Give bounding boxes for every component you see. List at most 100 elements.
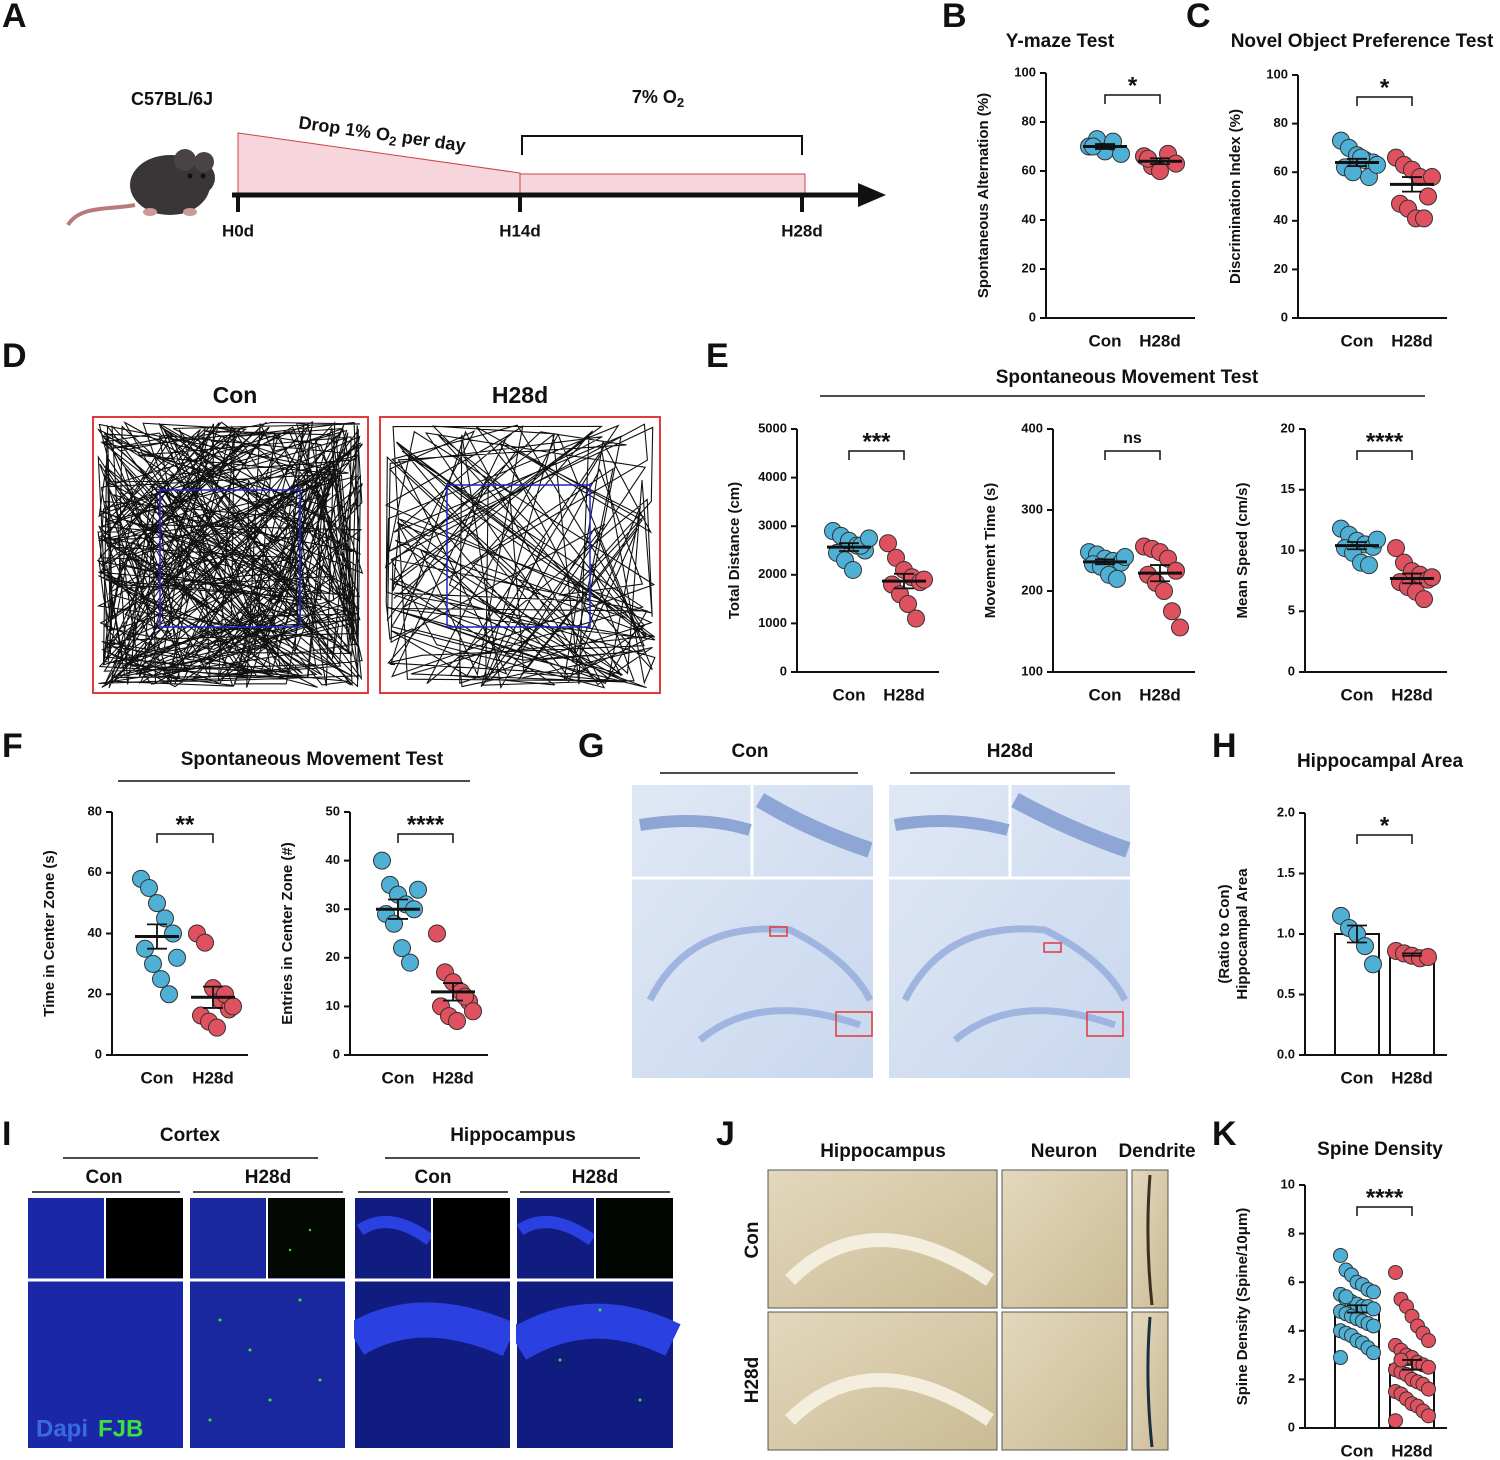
- y-axis-label: Total Distance (cm): [726, 482, 743, 619]
- x-tick-label: H28d: [192, 1068, 234, 1087]
- data-point: [1421, 1333, 1436, 1349]
- mouse-icon: [66, 149, 215, 227]
- strain-label: C57BL/6J: [131, 89, 213, 109]
- significance-label: ****: [1366, 428, 1404, 455]
- legend-dapi: Dapi: [36, 1415, 88, 1442]
- x-tick-label: H28d: [1391, 685, 1433, 704]
- histology: Con H28d: [632, 741, 1131, 1078]
- y-axis-label: Mean Speed (cm/s): [1234, 483, 1251, 619]
- data-point: [1108, 569, 1126, 588]
- y-axis-label: Entries in Center Zone (#): [279, 842, 296, 1025]
- data-point: [1366, 1345, 1381, 1361]
- y-tick-label: 40: [1274, 212, 1288, 227]
- nissl-image: [632, 785, 1131, 1078]
- y-tick-label: 100: [1266, 66, 1288, 81]
- y-tick-label: 80: [88, 803, 102, 818]
- chart: Movement Time (s) 100 200 300 400 Con H28d ns: [982, 420, 1195, 704]
- y-tick-label: 1.0: [1277, 925, 1295, 940]
- y-tick-label: 40: [1022, 211, 1036, 226]
- data-point: [1387, 539, 1405, 558]
- axes: [1052, 429, 1195, 673]
- significance-bracket: [848, 450, 905, 460]
- y-axis-label: Discrimination Index (%): [1227, 109, 1244, 284]
- column-label: Hippocampus: [820, 1141, 946, 1162]
- y-axis-label: Spine Density (Spine/10μm): [1234, 1208, 1251, 1406]
- legend-fjb: FJB: [98, 1415, 143, 1442]
- data-point: [1421, 1359, 1436, 1375]
- chart: Spine Density Spine Density (Spine/10μm) 0…: [1234, 1139, 1447, 1460]
- error-bar: [839, 542, 859, 552]
- error-bar: [1347, 541, 1367, 551]
- group-label: Con: [86, 1167, 123, 1188]
- center-zone: [159, 489, 301, 628]
- arena-frame: [379, 416, 661, 694]
- y-tick-label: 0: [1029, 309, 1036, 324]
- error-bar: [894, 572, 914, 590]
- error-bar: [147, 923, 167, 950]
- significance-label: *: [1380, 812, 1390, 839]
- error-bar: [1402, 1359, 1422, 1371]
- axes: [111, 812, 248, 1056]
- track-panels: Con H28d: [92, 382, 661, 694]
- panel-letter: H: [1212, 727, 1237, 765]
- x-tick-label: Con: [1088, 685, 1121, 704]
- subscript: 2: [388, 134, 397, 150]
- error-bar: [203, 985, 223, 1009]
- error-bar: [1095, 558, 1115, 566]
- y-tick-label: 20: [1022, 260, 1036, 275]
- y-tick-label: 5000: [758, 420, 787, 435]
- y-tick-label: 40: [88, 925, 102, 940]
- hypoxia-bar: [519, 173, 806, 196]
- data-point: [1356, 937, 1374, 956]
- error-bar: [1150, 564, 1170, 583]
- track-path: [96, 420, 364, 689]
- arena-frame: [92, 416, 369, 694]
- track-path: [384, 423, 656, 690]
- significance-label: ****: [407, 811, 445, 838]
- data-point: [1163, 602, 1181, 621]
- significance-label: *: [1380, 74, 1390, 101]
- data-point: [1388, 1413, 1403, 1429]
- y-tick-label: 0: [1288, 663, 1295, 678]
- axes: [349, 812, 488, 1056]
- data-point: [1167, 154, 1185, 173]
- data-point: [1368, 530, 1386, 549]
- fluorescence-image: [28, 1198, 681, 1448]
- y-axis-label: Spontaneous Alternation (%): [975, 93, 992, 298]
- data-point: [1419, 187, 1437, 206]
- significance-bracket: [397, 833, 454, 843]
- data-point: [1360, 556, 1378, 575]
- error-bar: [1347, 924, 1367, 944]
- y-tick-label: 0.0: [1277, 1046, 1295, 1061]
- data-point: [152, 970, 170, 989]
- data-point: [464, 1002, 482, 1021]
- y-tick-label: 3000: [758, 518, 787, 533]
- data-point: [1364, 955, 1382, 974]
- y-axis-label: (Ratio to Con): [1216, 884, 1233, 983]
- label-part: Drop 1% O: [297, 112, 391, 145]
- y-tick-label: 40: [326, 852, 340, 867]
- chart: Total Distance (cm) 0 1000 2000 3000 4000 5000…: [726, 420, 939, 704]
- data-point: [1421, 1381, 1436, 1397]
- y-tick-label: 100: [1021, 663, 1043, 678]
- error-bar: [1402, 952, 1422, 957]
- y-tick-label: 0: [95, 1046, 102, 1061]
- arrow-head: [858, 183, 886, 207]
- group-label: H28d: [572, 1167, 618, 1188]
- group-title: Spontaneous Movement Test: [181, 749, 444, 770]
- y-tick-label: 60: [1274, 164, 1288, 179]
- bar: [1334, 933, 1380, 1056]
- region-label: Hippocampus: [450, 1125, 576, 1146]
- data-point: [409, 880, 427, 899]
- data-point: [156, 909, 174, 928]
- x-tick-label: H28d: [1391, 331, 1433, 350]
- data-point: [1333, 1247, 1348, 1263]
- error-bar: [388, 898, 408, 920]
- chart: Time in Center Zone (s) 0 20 40 60 80 Con H28d *…: [41, 803, 248, 1087]
- data-point: [428, 924, 446, 943]
- data-point: [373, 851, 391, 870]
- y-tick-label: 300: [1021, 501, 1043, 516]
- panel-letter: D: [2, 337, 27, 375]
- error-bar: [1402, 176, 1422, 193]
